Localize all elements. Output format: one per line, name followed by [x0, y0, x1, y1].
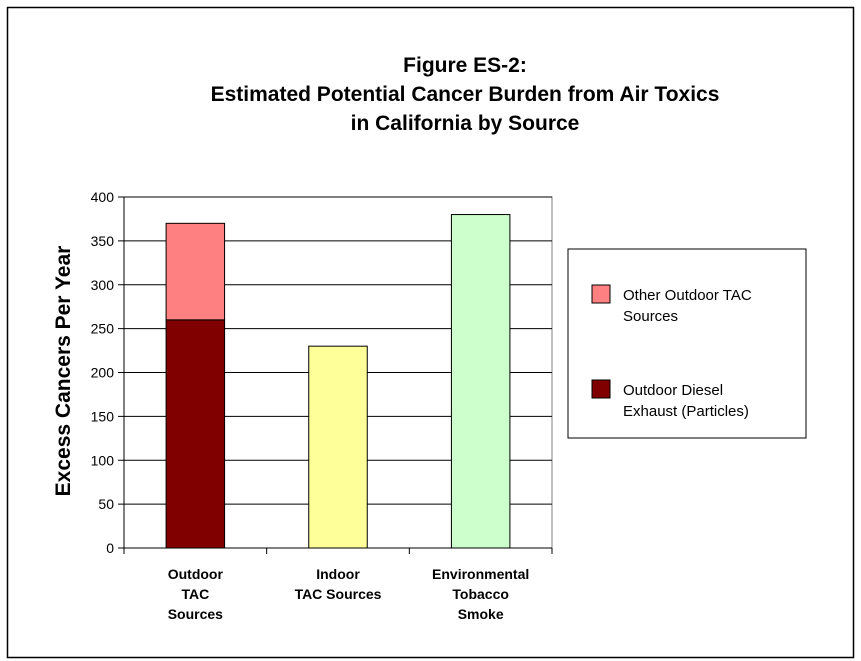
legend-label: Other Outdoor TAC [623, 287, 752, 304]
y-tick-label: 200 [91, 365, 115, 381]
x-category-labels: Outdoor TAC Sources Indoor TAC Sources Enviro… [168, 566, 530, 622]
title-line-2: Estimated Potential Cancer Burden from A… [211, 83, 720, 106]
x-category-label: Environmental [432, 566, 529, 582]
x-category-label: Sources [168, 606, 223, 622]
y-tick-label: 150 [91, 408, 115, 424]
legend-label: Outdoor Diesel [623, 382, 723, 399]
x-category-label: TAC [181, 586, 209, 602]
legend-swatch [591, 284, 611, 304]
y-tick-label: 100 [91, 452, 115, 468]
x-category-label: Indoor [316, 566, 360, 582]
y-tick-label: 350 [91, 233, 115, 249]
bar-segment [450, 214, 511, 549]
title-line-3: in California by Source [351, 112, 580, 135]
x-category-label: Tobacco [452, 586, 509, 602]
bar-segment [165, 222, 226, 321]
y-tick-label: 300 [91, 277, 115, 293]
title-line-1: Figure ES-2: [403, 54, 527, 77]
y-axis-title: Excess Cancers Per Year [52, 246, 75, 497]
bar-segment [308, 345, 368, 549]
legend: Other Outdoor TAC Sources Outdoor Diesel Ex… [591, 284, 752, 420]
legend-swatch [591, 379, 611, 399]
y-tick-label: 50 [98, 496, 114, 512]
x-category-label: Smoke [458, 606, 504, 622]
legend-box [567, 248, 807, 439]
y-tick-labels: 0 50 100 150 200 250 300 350 400 [91, 189, 115, 556]
axes [118, 196, 553, 554]
bar-segment [165, 319, 226, 549]
y-tick-label: 250 [91, 321, 115, 337]
y-tick-label: 0 [106, 540, 114, 556]
legend-label: Sources [623, 308, 678, 325]
x-category-label: TAC Sources [295, 586, 382, 602]
x-category-label: Outdoor [168, 566, 224, 582]
chart-title: Figure ES-2: Estimated Potential Cancer … [211, 54, 720, 135]
legend-label: Exhaust (Particles) [623, 403, 749, 420]
y-tick-label: 400 [91, 189, 115, 205]
